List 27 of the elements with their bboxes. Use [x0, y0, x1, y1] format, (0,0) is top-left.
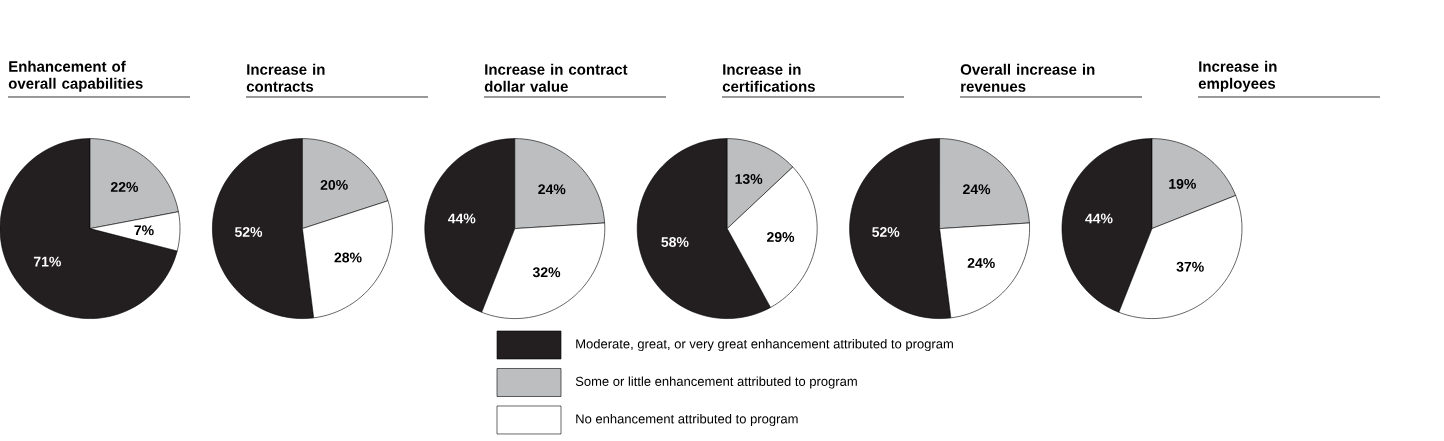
legend-label: Moderate, great, or very great enhancement attributed to program: [576, 338, 953, 352]
data-label: 29%: [767, 232, 795, 242]
data-label: 44%: [1085, 213, 1113, 224]
chart-title: Increase in certifications: [722, 63, 815, 92]
data-label: 19%: [1169, 178, 1196, 189]
data-label: 28%: [334, 252, 362, 263]
data-label: 37%: [1176, 261, 1204, 272]
data-label: 7%: [134, 225, 154, 236]
data-label: 24%: [538, 184, 566, 195]
chart-title: Increase in contracts: [246, 63, 325, 92]
data-label: 58%: [661, 237, 689, 247]
legend-label: No enhancement attributed to program: [576, 413, 798, 427]
data-label: 32%: [532, 267, 561, 278]
data-label: 20%: [320, 179, 348, 190]
data-label: 24%: [963, 184, 991, 195]
data-label: 44%: [447, 213, 476, 224]
chart-title: Increase in employees: [1198, 60, 1277, 92]
chart-title: Increase in contract dollar value: [484, 63, 628, 92]
chart-title: Enhancement of overall capabilities: [8, 60, 143, 92]
data-label: 71%: [33, 256, 61, 267]
data-label: 24%: [967, 258, 995, 268]
data-label: 52%: [234, 227, 263, 237]
data-label: 22%: [110, 182, 139, 192]
chart-title: Overall increase in revenues: [960, 63, 1095, 92]
data-label: 13%: [735, 174, 763, 184]
data-label: 52%: [872, 227, 900, 237]
legend-label: Some or little enhancement attributed to program: [575, 376, 857, 389]
